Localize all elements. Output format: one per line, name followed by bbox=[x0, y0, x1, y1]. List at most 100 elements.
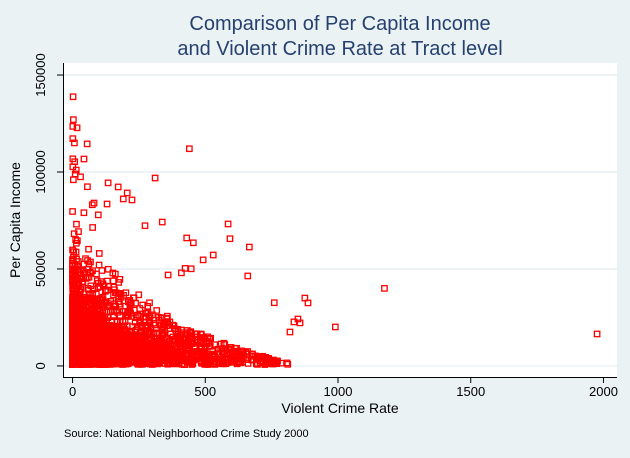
data-point-marker bbox=[166, 347, 174, 355]
data-point-marker bbox=[84, 183, 91, 191]
data-point-marker bbox=[118, 342, 125, 350]
data-point-marker bbox=[177, 326, 185, 334]
data-point-marker bbox=[181, 265, 189, 272]
data-point-marker bbox=[88, 201, 96, 209]
data-point-marker bbox=[189, 239, 197, 247]
data-point-marker bbox=[123, 189, 131, 197]
data-point-marker bbox=[196, 337, 204, 345]
data-point-marker bbox=[238, 347, 246, 355]
data-point-marker bbox=[172, 360, 180, 367]
data-point-marker bbox=[187, 265, 195, 273]
data-point-marker bbox=[245, 243, 253, 251]
data-point-marker bbox=[110, 283, 118, 291]
data-point-marker bbox=[240, 348, 247, 356]
data-point-marker bbox=[202, 344, 209, 352]
data-point-marker bbox=[215, 354, 223, 362]
data-point-marker bbox=[154, 337, 162, 345]
data-point-marker bbox=[98, 267, 106, 274]
data-point-marker bbox=[77, 361, 85, 368]
data-point-marker bbox=[76, 275, 84, 282]
data-point-marker bbox=[161, 320, 169, 328]
data-point-marker bbox=[198, 345, 206, 353]
data-point-marker bbox=[72, 285, 80, 292]
data-point-marker bbox=[203, 340, 211, 348]
data-point-marker bbox=[145, 328, 153, 335]
data-point-marker bbox=[70, 230, 78, 238]
data-point-marker bbox=[102, 286, 110, 294]
data-point-marker bbox=[270, 299, 278, 307]
data-point-marker bbox=[247, 356, 255, 363]
data-point-marker bbox=[69, 269, 77, 277]
data-point-marker bbox=[70, 116, 77, 123]
data-point-marker bbox=[88, 319, 96, 326]
data-point-marker bbox=[73, 220, 80, 228]
data-point-marker bbox=[146, 312, 154, 320]
data-point-marker bbox=[221, 341, 229, 348]
data-point-marker bbox=[113, 357, 120, 364]
data-point-marker bbox=[226, 235, 234, 243]
data-point-marker bbox=[153, 344, 161, 352]
data-point-marker bbox=[301, 294, 309, 302]
data-point-marker bbox=[101, 323, 109, 331]
data-point-marker bbox=[178, 348, 185, 355]
data-point-marker bbox=[72, 166, 80, 174]
data-point-marker bbox=[94, 301, 102, 309]
data-point-marker bbox=[77, 311, 84, 319]
data-point-marker bbox=[124, 298, 132, 306]
data-point-marker bbox=[88, 360, 96, 367]
data-point-marker bbox=[184, 345, 192, 353]
data-point-marker bbox=[158, 218, 166, 226]
data-point-marker bbox=[74, 237, 81, 245]
data-point-marker bbox=[121, 318, 129, 326]
data-point-marker bbox=[164, 271, 172, 279]
data-point-marker bbox=[71, 269, 78, 276]
x-tick-label: 1500 bbox=[456, 384, 485, 399]
data-point-marker bbox=[146, 360, 154, 368]
data-point-marker bbox=[125, 312, 132, 319]
data-point-marker bbox=[153, 307, 161, 314]
data-point-marker bbox=[227, 355, 234, 363]
data-point-marker bbox=[253, 360, 260, 367]
data-point-marker bbox=[73, 255, 80, 263]
data-point-marker bbox=[129, 323, 136, 331]
data-point-marker bbox=[332, 323, 339, 331]
data-point-marker bbox=[89, 224, 96, 231]
data-point-marker bbox=[112, 330, 120, 338]
data-point-marker bbox=[252, 352, 259, 360]
data-point-marker bbox=[104, 179, 112, 187]
data-point-marker bbox=[80, 268, 87, 275]
x-tick-label: 500 bbox=[194, 384, 216, 399]
data-point-marker bbox=[210, 359, 218, 367]
data-point-marker bbox=[119, 195, 127, 203]
data-point-marker bbox=[114, 183, 122, 191]
data-point-marker bbox=[187, 328, 195, 336]
data-point-marker bbox=[88, 356, 95, 363]
data-point-marker bbox=[159, 330, 166, 338]
plot-area bbox=[63, 63, 617, 377]
x-tick-label: 1000 bbox=[324, 384, 353, 399]
data-point-marker bbox=[77, 325, 84, 333]
data-point-marker bbox=[130, 294, 138, 302]
chart-title-line-2: and Violent Crime Rate at Tract level bbox=[177, 38, 503, 60]
data-point-marker bbox=[168, 348, 176, 356]
data-point-marker bbox=[124, 358, 132, 366]
data-point-marker bbox=[177, 347, 184, 354]
data-point-marker bbox=[296, 319, 304, 327]
data-point-marker bbox=[69, 348, 77, 355]
data-point-marker bbox=[101, 339, 109, 346]
data-point-marker bbox=[201, 352, 209, 360]
data-point-marker bbox=[182, 357, 190, 364]
data-point-marker bbox=[191, 351, 199, 359]
data-point-marker bbox=[132, 354, 140, 362]
data-point-marker bbox=[145, 346, 153, 353]
data-point-marker bbox=[198, 359, 205, 366]
source-note: Source: National Neighborhood Crime Stud… bbox=[64, 428, 309, 440]
data-point-marker bbox=[290, 318, 298, 326]
data-point-marker bbox=[117, 293, 125, 301]
data-point-marker bbox=[70, 360, 77, 368]
data-point-marker bbox=[151, 174, 159, 182]
data-point-marker bbox=[178, 269, 185, 277]
data-point-marker bbox=[72, 248, 80, 256]
data-point-marker bbox=[265, 360, 273, 367]
